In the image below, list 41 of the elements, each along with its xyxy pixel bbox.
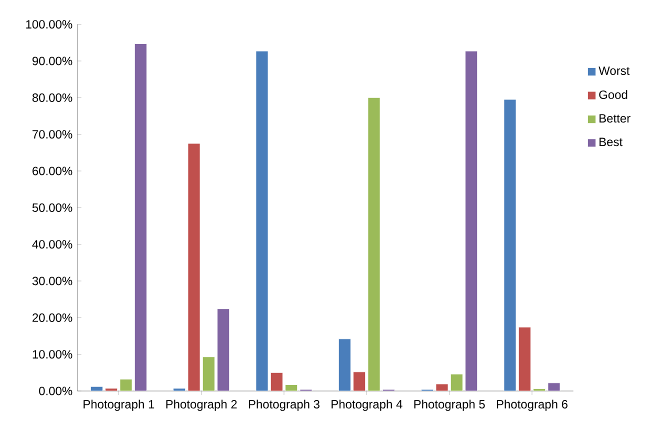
y-tick-label: 70.00% [32,130,72,139]
bar [105,388,118,391]
y-tick-label: 100.00% [26,20,72,29]
bar [518,326,531,391]
bar [188,143,200,391]
y-tick-label: 40.00% [32,240,72,249]
x-tick-label: Photograph 1 [84,400,154,411]
y-tick-label: 30.00% [32,276,72,286]
y-tick-label: 60.00% [32,166,72,176]
bar [120,379,132,391]
y-tick-label: 10.00% [32,350,72,359]
x-tick-label: Photograph 6 [496,400,568,411]
y-tick-label: 90.00% [32,56,72,66]
bar [202,356,215,391]
bar [450,374,463,391]
x-tick-label: Photograph 2 [166,400,237,411]
bar [465,50,478,391]
legend-label: Worst [598,66,630,75]
bar [90,386,103,391]
legend-label: Best [600,138,622,146]
bar [338,338,351,391]
y-tick-label: 80.00% [32,93,72,102]
bar [368,97,380,391]
y-tick-label: 0.00% [39,386,72,396]
y-tick-label: 50.00% [32,203,72,212]
legend-label: Good [599,90,628,99]
bar [504,99,516,391]
legend-label: Better [600,114,630,123]
bar [256,50,268,391]
bar [173,388,186,391]
x-tick-label: Photograph 4 [332,400,402,411]
bar [548,382,560,391]
y-tick-label: 20.00% [32,313,72,322]
bar [134,44,147,391]
bar [353,372,366,391]
bar [436,384,448,391]
bar [270,372,283,391]
x-tick-label: Photograph 3 [248,400,320,411]
bar [217,308,230,391]
x-tick-label: Photograph 5 [414,400,485,411]
bar [285,384,298,391]
